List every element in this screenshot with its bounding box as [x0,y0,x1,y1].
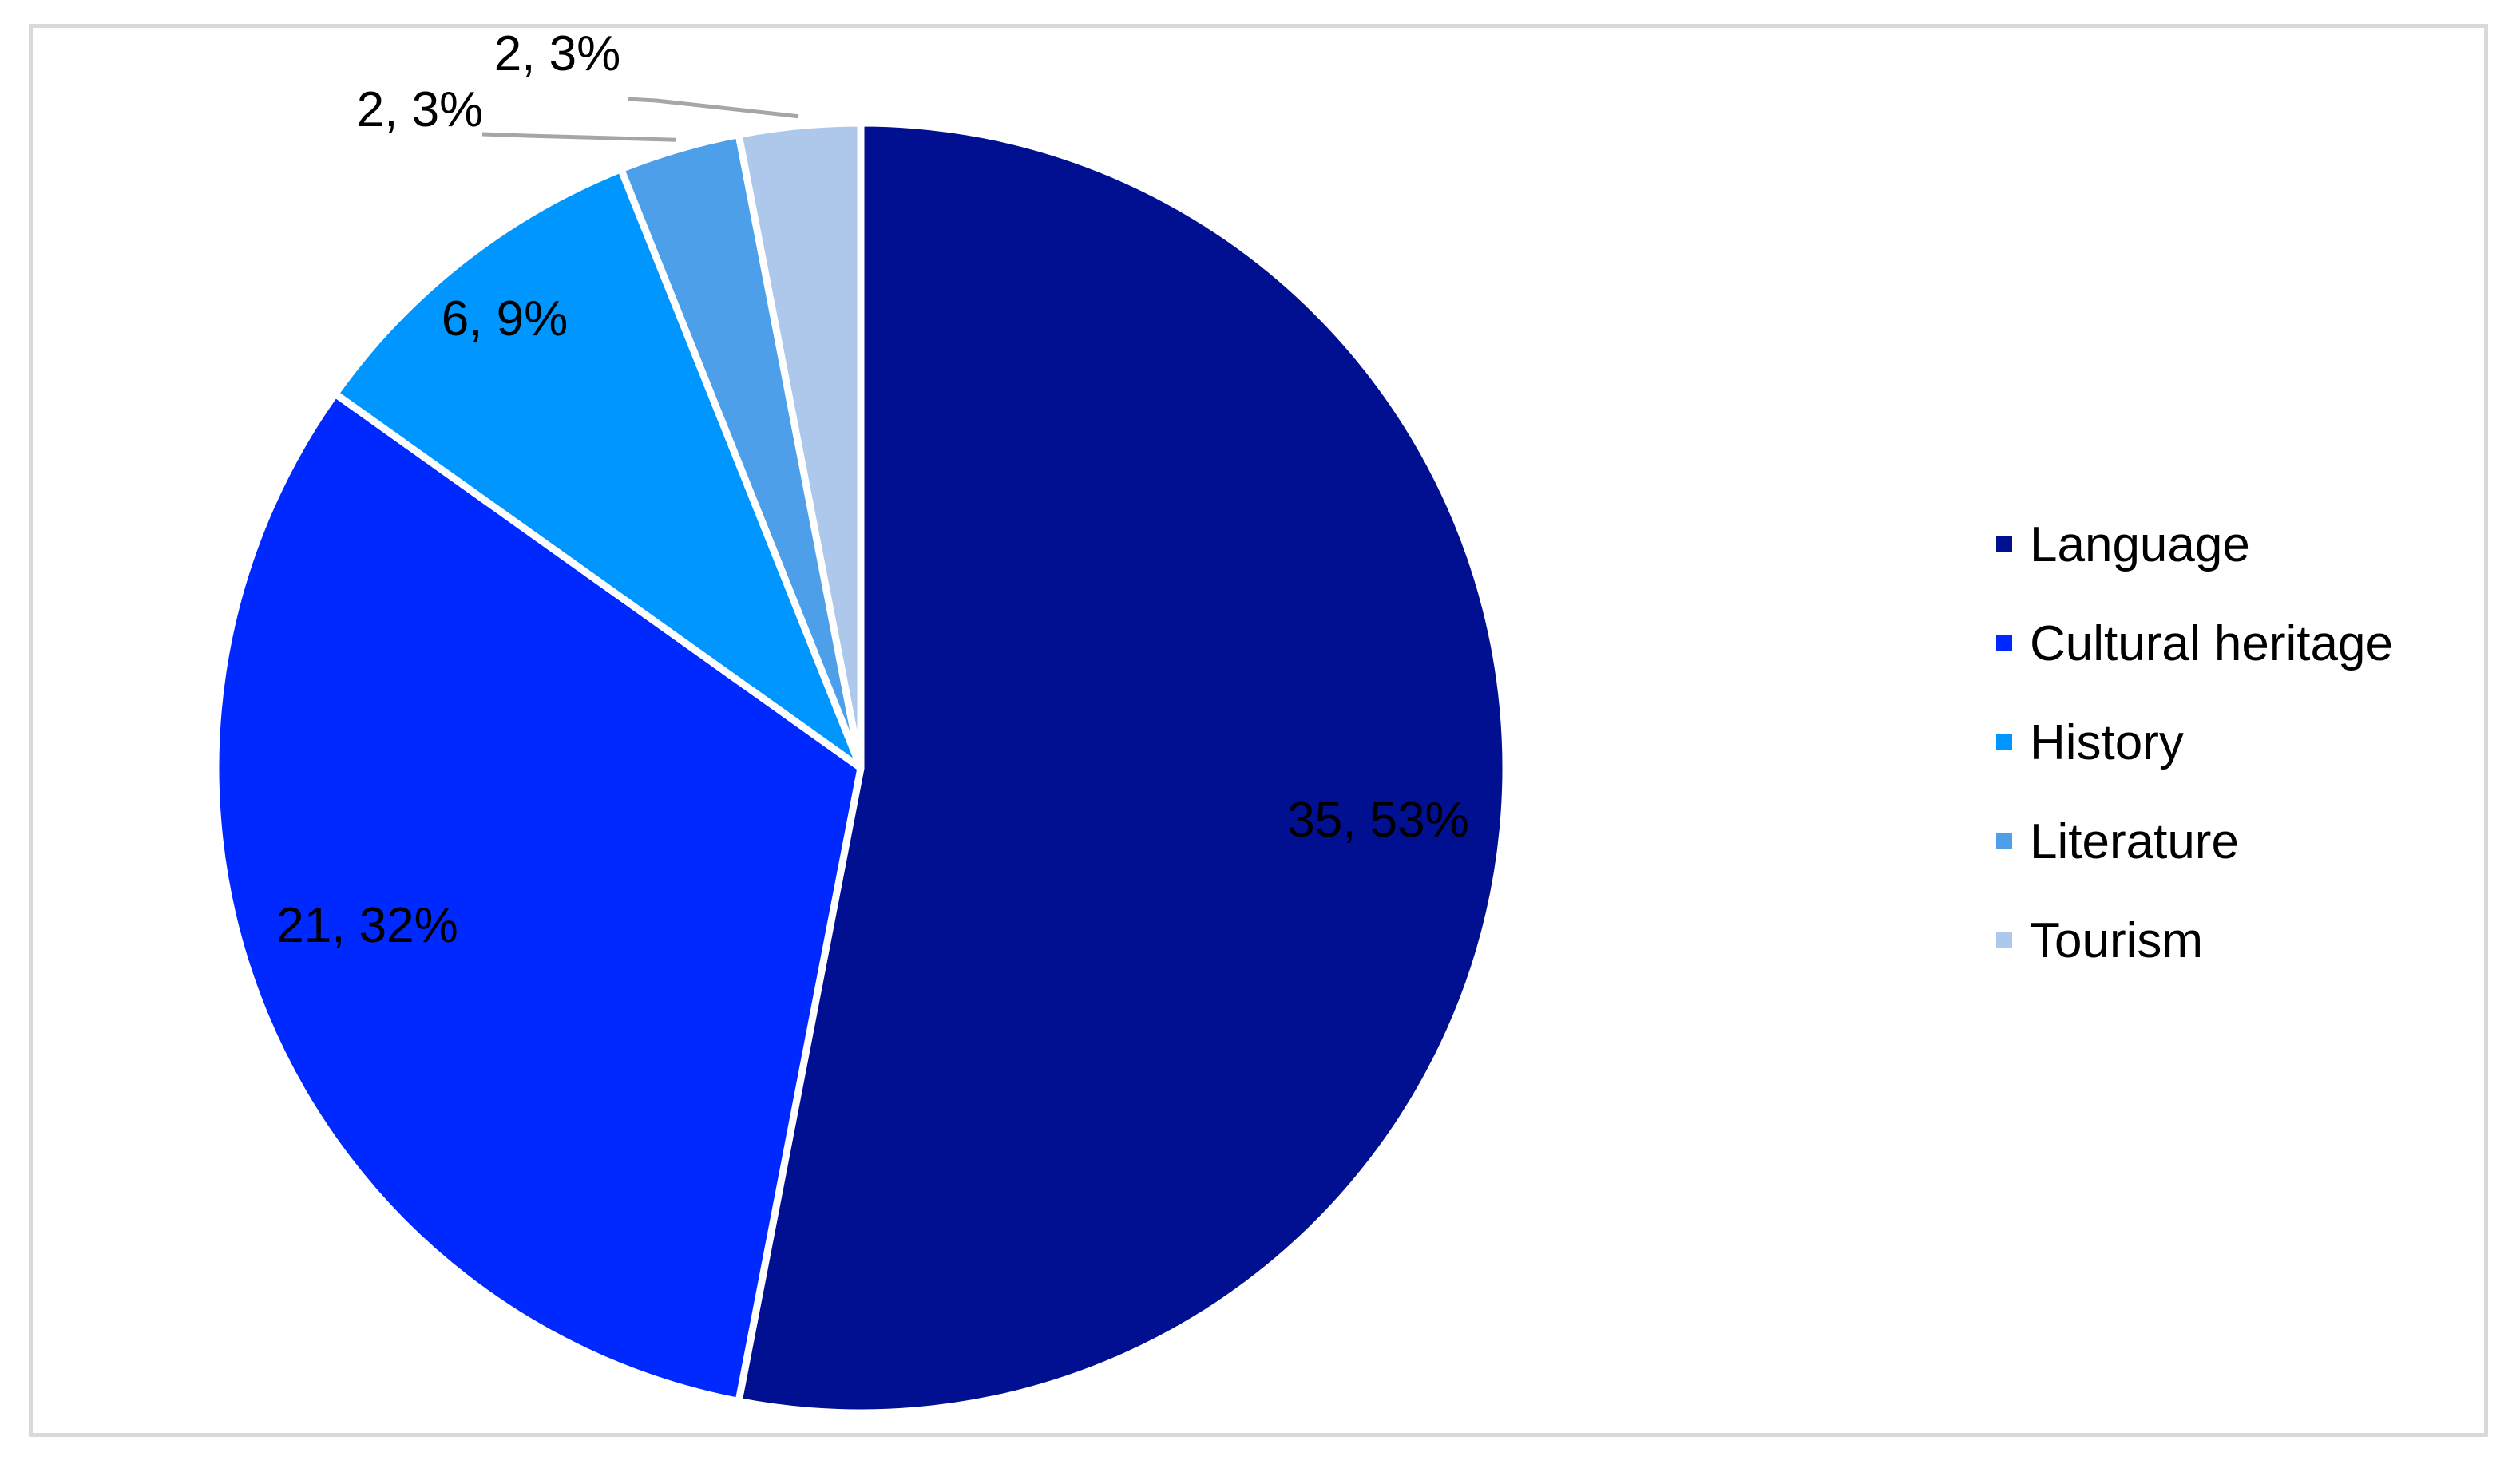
leader-line-literature [481,132,677,142]
legend-item-history: History [1996,693,2393,792]
legend-swatch-tourism [1996,932,2012,948]
pie-slice-history [331,165,865,772]
data-label-language: 35, 53% [1287,793,1469,848]
legend-label-literature: Literature [2030,813,2239,869]
data-label-cultural-heritage: 21, 32% [276,898,458,953]
data-label-tourism: 2, 3% [494,26,621,81]
pie-slice-cultural-heritage [212,390,865,1405]
legend-swatch-literature [1996,833,2012,849]
legend-swatch-cultural-heritage [1996,635,2012,651]
legend-label-language: Language [2030,516,2250,572]
data-label-history: 6, 9% [442,291,569,346]
leader-line-tourism [627,97,799,119]
legend: Language Cultural heritage History Liter… [1996,495,2393,990]
legend-label-tourism: Tourism [2030,912,2204,968]
legend-label-history: History [2030,714,2184,770]
legend-item-tourism: Tourism [1996,891,2393,990]
data-label-literature: 2, 3% [357,82,484,137]
legend-item-language: Language [1996,495,2393,594]
pie-data-labels: 35, 53% 21, 32% 6, 9% 2, 3% 2, 3% [276,26,1469,953]
pie-slice-language [735,119,1510,1417]
pie-slices [212,119,1510,1417]
legend-item-literature: Literature [1996,792,2393,891]
legend-label-cultural-heritage: Cultural heritage [2030,615,2393,671]
leader-lines [481,97,799,142]
legend-swatch-language [1996,536,2012,552]
legend-swatch-history [1996,734,2012,750]
legend-item-cultural-heritage: Cultural heritage [1996,594,2393,693]
pie-slice-tourism [735,119,865,772]
